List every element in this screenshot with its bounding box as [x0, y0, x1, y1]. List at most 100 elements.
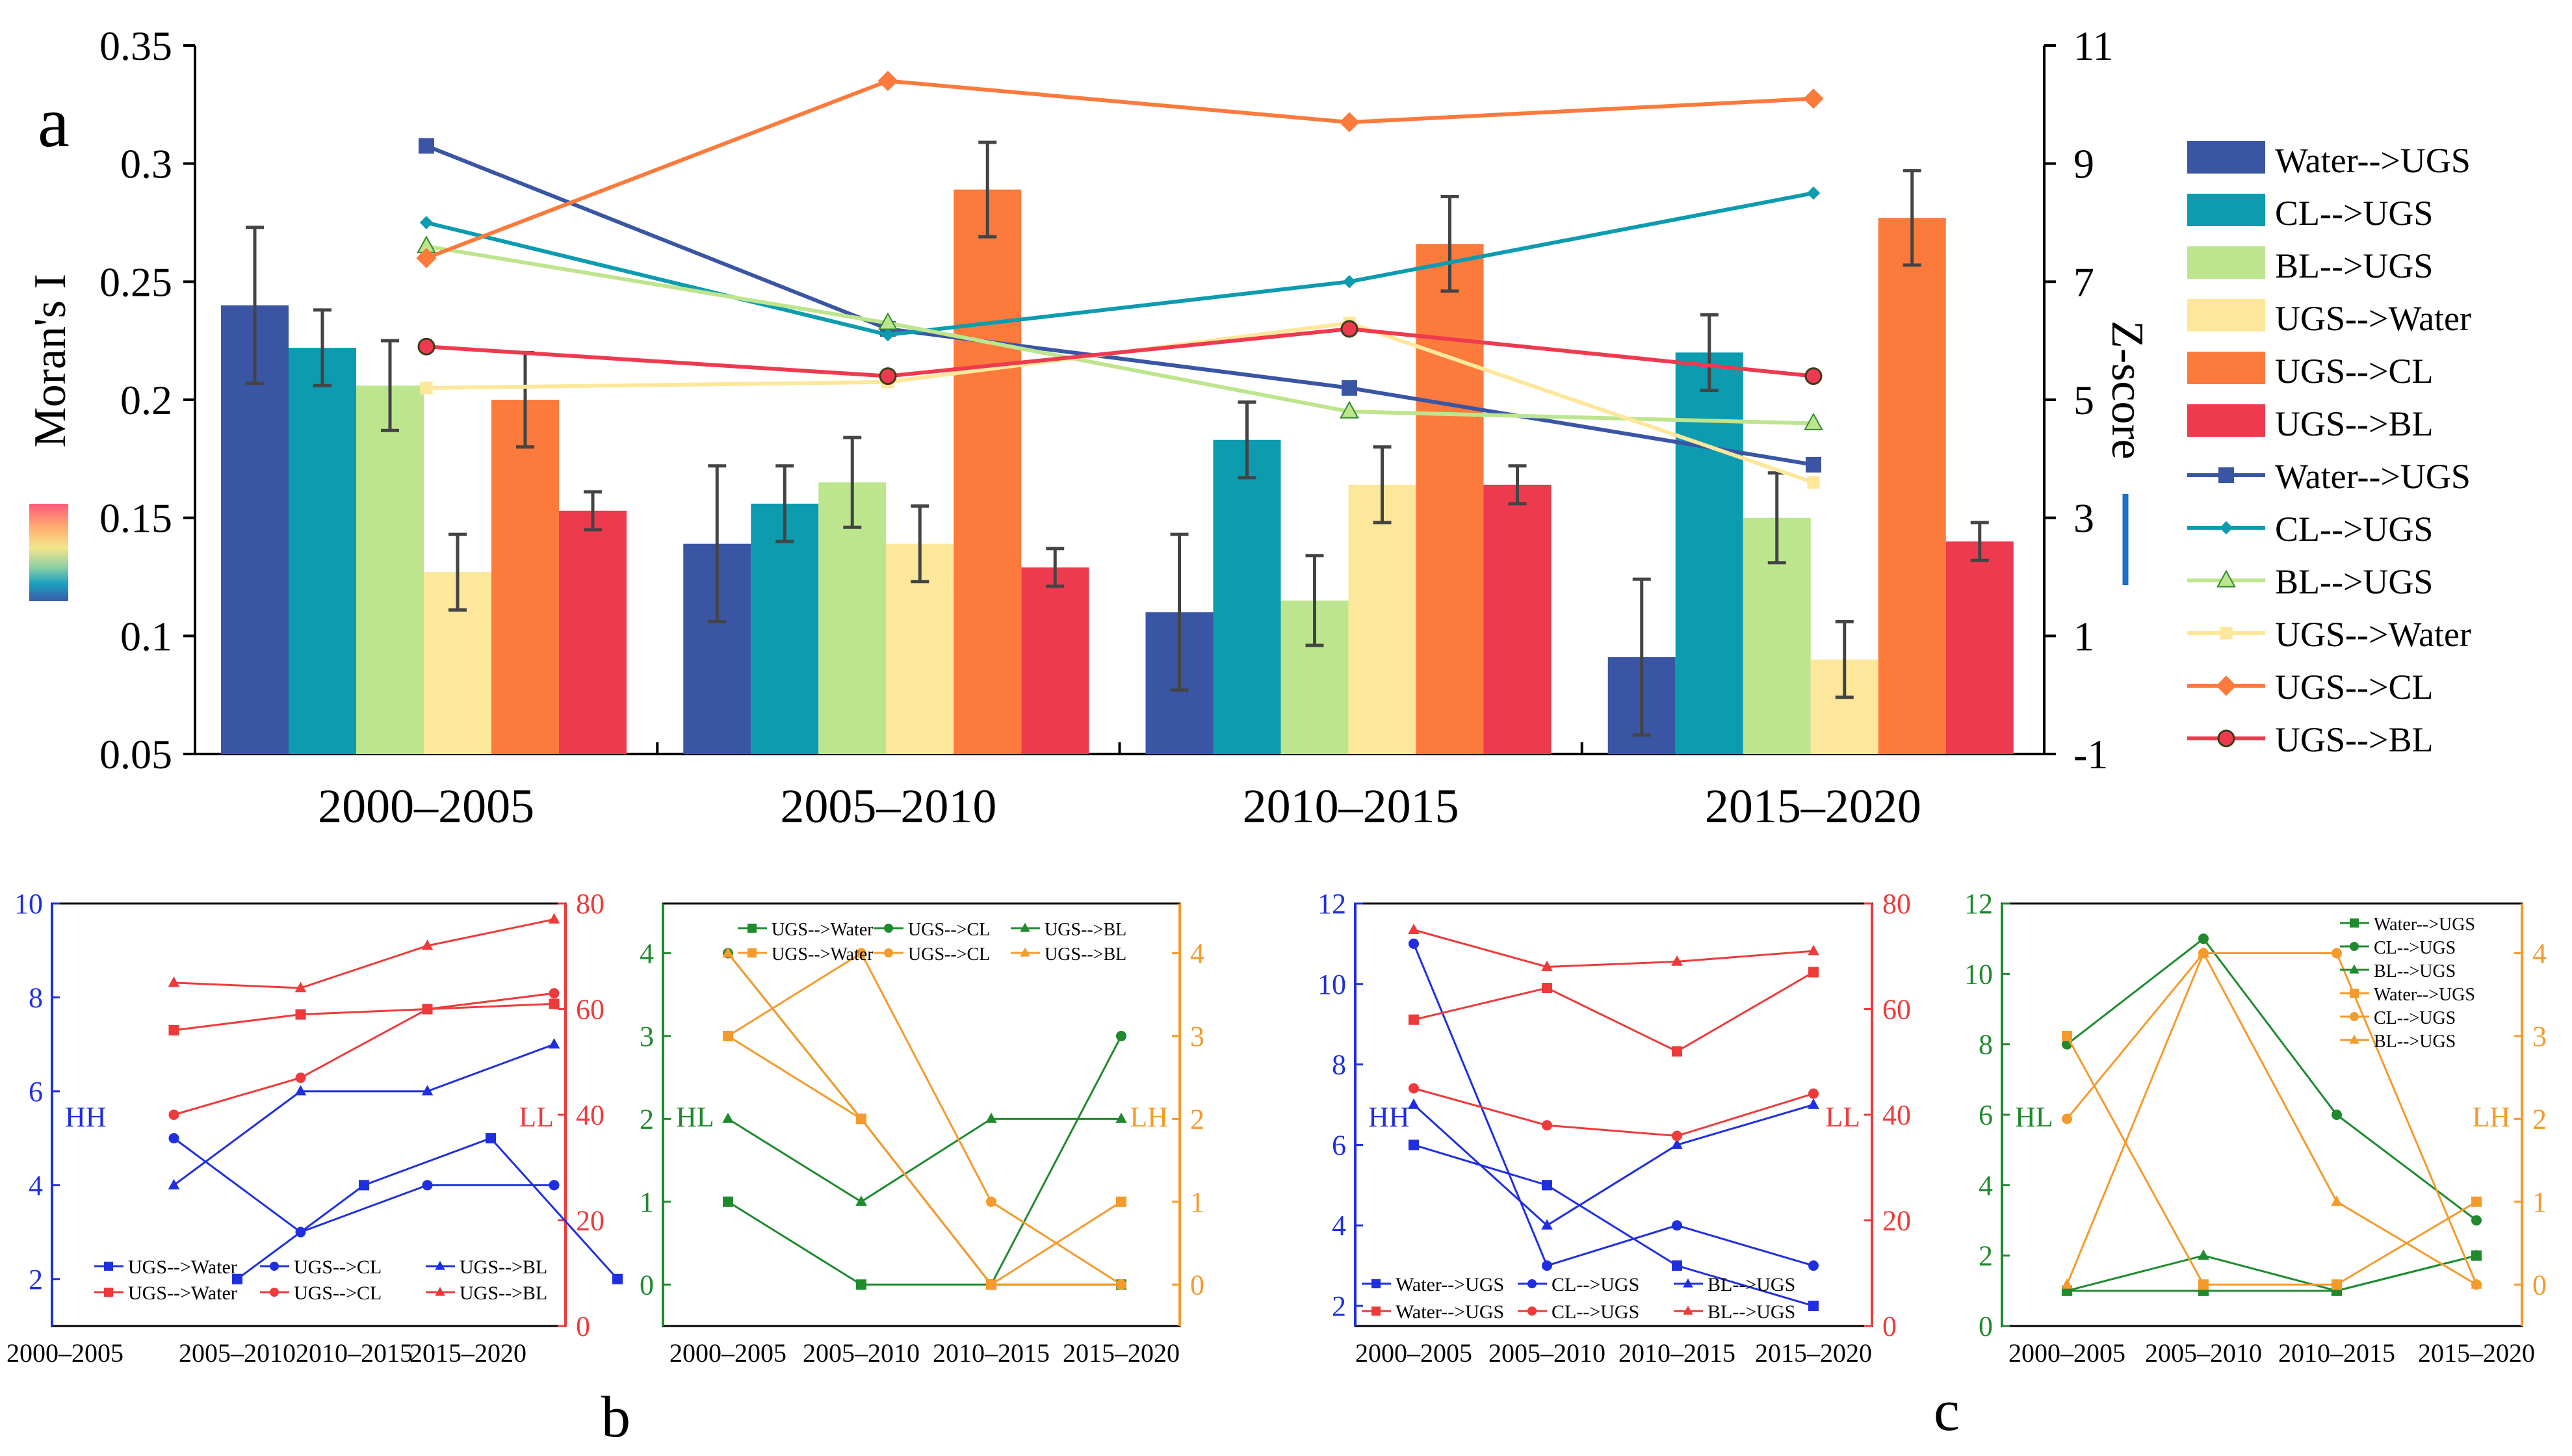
bar [1945, 541, 2014, 754]
series-line [2066, 937, 2477, 1221]
legend-label: UGS-->Water [772, 944, 874, 965]
y-tick-label: 8 [1979, 1029, 1993, 1061]
data-point [2198, 1279, 2209, 1290]
y-tick-label: 0.05 [99, 731, 172, 777]
y2-tick-label: 60 [1882, 994, 1911, 1026]
y2-tick-label: 0 [1882, 1310, 1897, 1342]
y-tick-label: 4 [1979, 1169, 1993, 1201]
data-point [422, 1180, 433, 1191]
legend-marker [1371, 1306, 1381, 1316]
data-point [486, 1133, 496, 1144]
legend-label: UGS-->CL [2275, 352, 2433, 391]
legend-label: CL-->UGS [2374, 1008, 2456, 1028]
y-tick-label: 2 [1332, 1290, 1346, 1322]
y-tick-label: 3 [640, 1020, 654, 1052]
y2-axis-title: LL [519, 1101, 554, 1133]
x-tick-label: 2015–2020 [2418, 1338, 2535, 1368]
y-tick-label: 4 [640, 937, 654, 969]
series-line [174, 918, 554, 989]
series-line [727, 952, 1122, 1286]
data-point [2471, 1196, 2482, 1207]
y-tick-label: 6 [1979, 1099, 1993, 1131]
data-point [1672, 1046, 1682, 1057]
legend-label: CL-->UGS [2275, 510, 2433, 549]
legend-marker [1020, 922, 1030, 932]
x-tick-label: 2000–2005 [1355, 1338, 1472, 1368]
data-point [1340, 320, 1358, 338]
legend-marker [1683, 1305, 1693, 1315]
x-tick-label: 2015–2020 [1705, 780, 1921, 833]
data-point [855, 1195, 867, 1206]
data-point [1671, 955, 1683, 966]
bar [1483, 484, 1552, 754]
y-tick-label: 0.1 [120, 613, 172, 659]
data-point [1804, 412, 1823, 430]
legend-marker [2350, 918, 2359, 928]
legend-label: BL-->UGS [1708, 1274, 1795, 1295]
data-point [879, 367, 897, 385]
legend-swatch [2187, 352, 2265, 384]
data-point [2061, 1284, 2073, 1295]
legend-marker [270, 1288, 279, 1297]
y2-tick-label: 5 [2073, 377, 2094, 423]
y-tick-label: 6 [1332, 1129, 1346, 1161]
series-line [2066, 952, 2478, 1285]
data-point [549, 998, 560, 1009]
legend-marker [747, 948, 757, 957]
series-line [426, 191, 1814, 337]
x-tick-label: 2005–2010 [179, 1338, 296, 1368]
x-tick-label: 2015–2020 [1755, 1338, 1872, 1368]
data-point [1804, 367, 1823, 385]
data-point [1116, 1196, 1126, 1207]
data-point [1808, 967, 1819, 978]
y-tick-label: 0 [640, 1269, 654, 1301]
y2-tick-label: 1 [2073, 613, 2094, 659]
data-point [168, 1110, 179, 1120]
data-point [1409, 1139, 1419, 1150]
x-tick-label: 2005–2010 [1488, 1338, 1605, 1368]
legend-marker [1683, 1278, 1693, 1288]
y-tick-label: 0.15 [99, 495, 172, 541]
legend-label: UGS-->BL [2275, 404, 2433, 443]
legend-marker [104, 1288, 113, 1297]
legend-marker [104, 1262, 113, 1271]
y2-tick-label: 9 [2073, 141, 2094, 187]
series-line [174, 992, 554, 1116]
series-line [173, 1137, 554, 1234]
series-line [1413, 929, 1814, 968]
bar [1021, 567, 1089, 754]
legend-swatch [2187, 194, 2265, 226]
legend-label: UGS-->BL [2275, 720, 2433, 759]
data-point [1808, 1088, 1819, 1099]
data-point [1409, 1014, 1419, 1025]
y2-tick-label: -1 [2073, 731, 2108, 777]
data-point [1672, 1260, 1682, 1271]
data-point [1541, 960, 1553, 971]
y-tick-label: 0 [1979, 1310, 1993, 1342]
data-point [1339, 112, 1360, 133]
y2-axis-title: LH [1130, 1101, 1168, 1133]
data-point [232, 1273, 242, 1284]
y-axis-title: HH [1368, 1101, 1410, 1133]
data-point [878, 312, 898, 330]
data-point [2332, 948, 2342, 959]
legend-marker [2349, 1034, 2359, 1044]
legend-marker [2349, 964, 2359, 974]
data-point [548, 1038, 560, 1049]
data-point [856, 948, 866, 959]
data-point [548, 913, 560, 924]
y2-tick-label: 0 [1190, 1269, 1204, 1301]
data-point [1342, 380, 1357, 396]
legend-marker [884, 924, 893, 933]
legend-label: BL-->UGS [2275, 562, 2433, 601]
data-point [856, 1279, 866, 1290]
legend-label: BL-->UGS [2374, 961, 2456, 982]
y2-axis-title: LL [1825, 1101, 1860, 1133]
y-tick-label: 0.25 [99, 259, 172, 305]
y2-tick-label: 20 [1882, 1205, 1911, 1237]
legend-label: BL-->UGS [1708, 1301, 1795, 1323]
data-point [1803, 88, 1824, 109]
y-tick-label: 12 [1318, 888, 1346, 920]
